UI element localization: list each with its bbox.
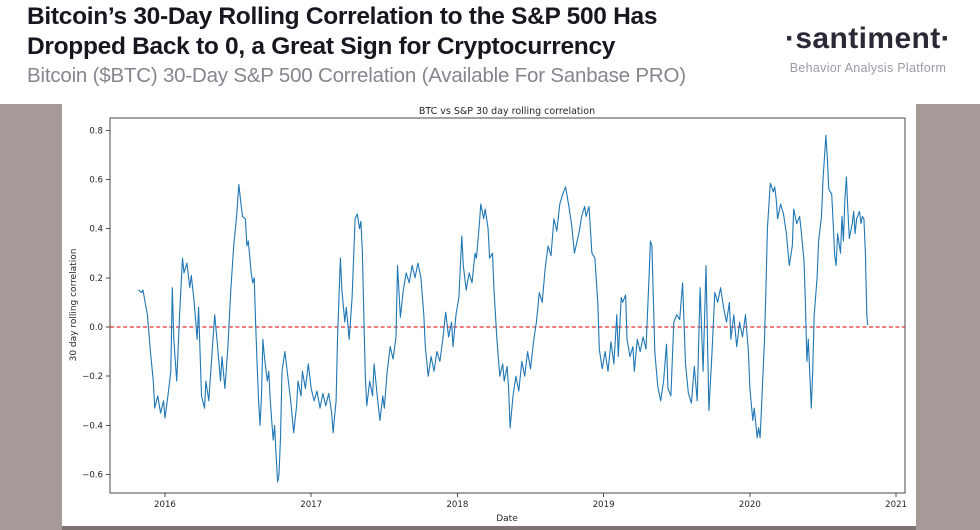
page-title: Bitcoin’s 30-Day Rolling Correlation to … <box>27 2 657 62</box>
correlation-chart: BTC vs S&P 30 day rolling correlation 20… <box>69 106 907 524</box>
plot-data <box>110 134 905 483</box>
santiment-logo-text: ·santiment· <box>784 22 952 55</box>
y-tick-label: 0.4 <box>89 225 103 235</box>
title-line-1: Bitcoin’s 30-Day Rolling Correlation to … <box>27 3 658 30</box>
correlation-series-line <box>138 134 869 483</box>
axis-ticks: 2016 2017 2018 2019 2020 2021 0.8 0.6 0.4 0.2 0.0 −… <box>82 126 907 510</box>
axes <box>109 117 906 494</box>
x-tick-label: 2018 <box>446 500 468 510</box>
x-axis-label: Date <box>496 514 518 524</box>
x-tick-label: 2017 <box>300 500 322 510</box>
bottom-edge-strip <box>62 526 916 530</box>
y-tick-label: 0.8 <box>89 126 103 136</box>
title-line-2: Dropped Back to 0, a Great Sign for Cryp… <box>27 33 616 60</box>
x-tick-label: 2019 <box>593 500 615 510</box>
page-subtitle: Bitcoin ($BTC) 30-Day S&P 500 Correlatio… <box>27 64 686 87</box>
y-tick-label: −0.6 <box>82 471 103 481</box>
santiment-logo-tagline: Behavior Analysis Platform <box>789 61 947 75</box>
y-tick-label: 0.6 <box>89 175 103 185</box>
y-tick-label: −0.2 <box>82 372 103 382</box>
x-tick-label: 2020 <box>739 500 761 510</box>
chart-figure: BTC vs S&P 30 day rolling correlation 20… <box>62 104 916 526</box>
chart-title: BTC vs S&P 30 day rolling correlation <box>419 106 595 117</box>
x-tick-label: 2016 <box>154 500 176 510</box>
y-tick-label: 0.0 <box>89 323 103 333</box>
santiment-logo: ·santiment· Behavior Analysis Platform <box>778 22 958 75</box>
x-tick-label: 2021 <box>885 500 907 510</box>
y-tick-label: −0.4 <box>82 421 103 431</box>
y-tick-label: 0.2 <box>89 274 103 284</box>
plot-spines <box>109 117 906 494</box>
y-axis-label: 30 day rolling correlation <box>69 249 79 362</box>
